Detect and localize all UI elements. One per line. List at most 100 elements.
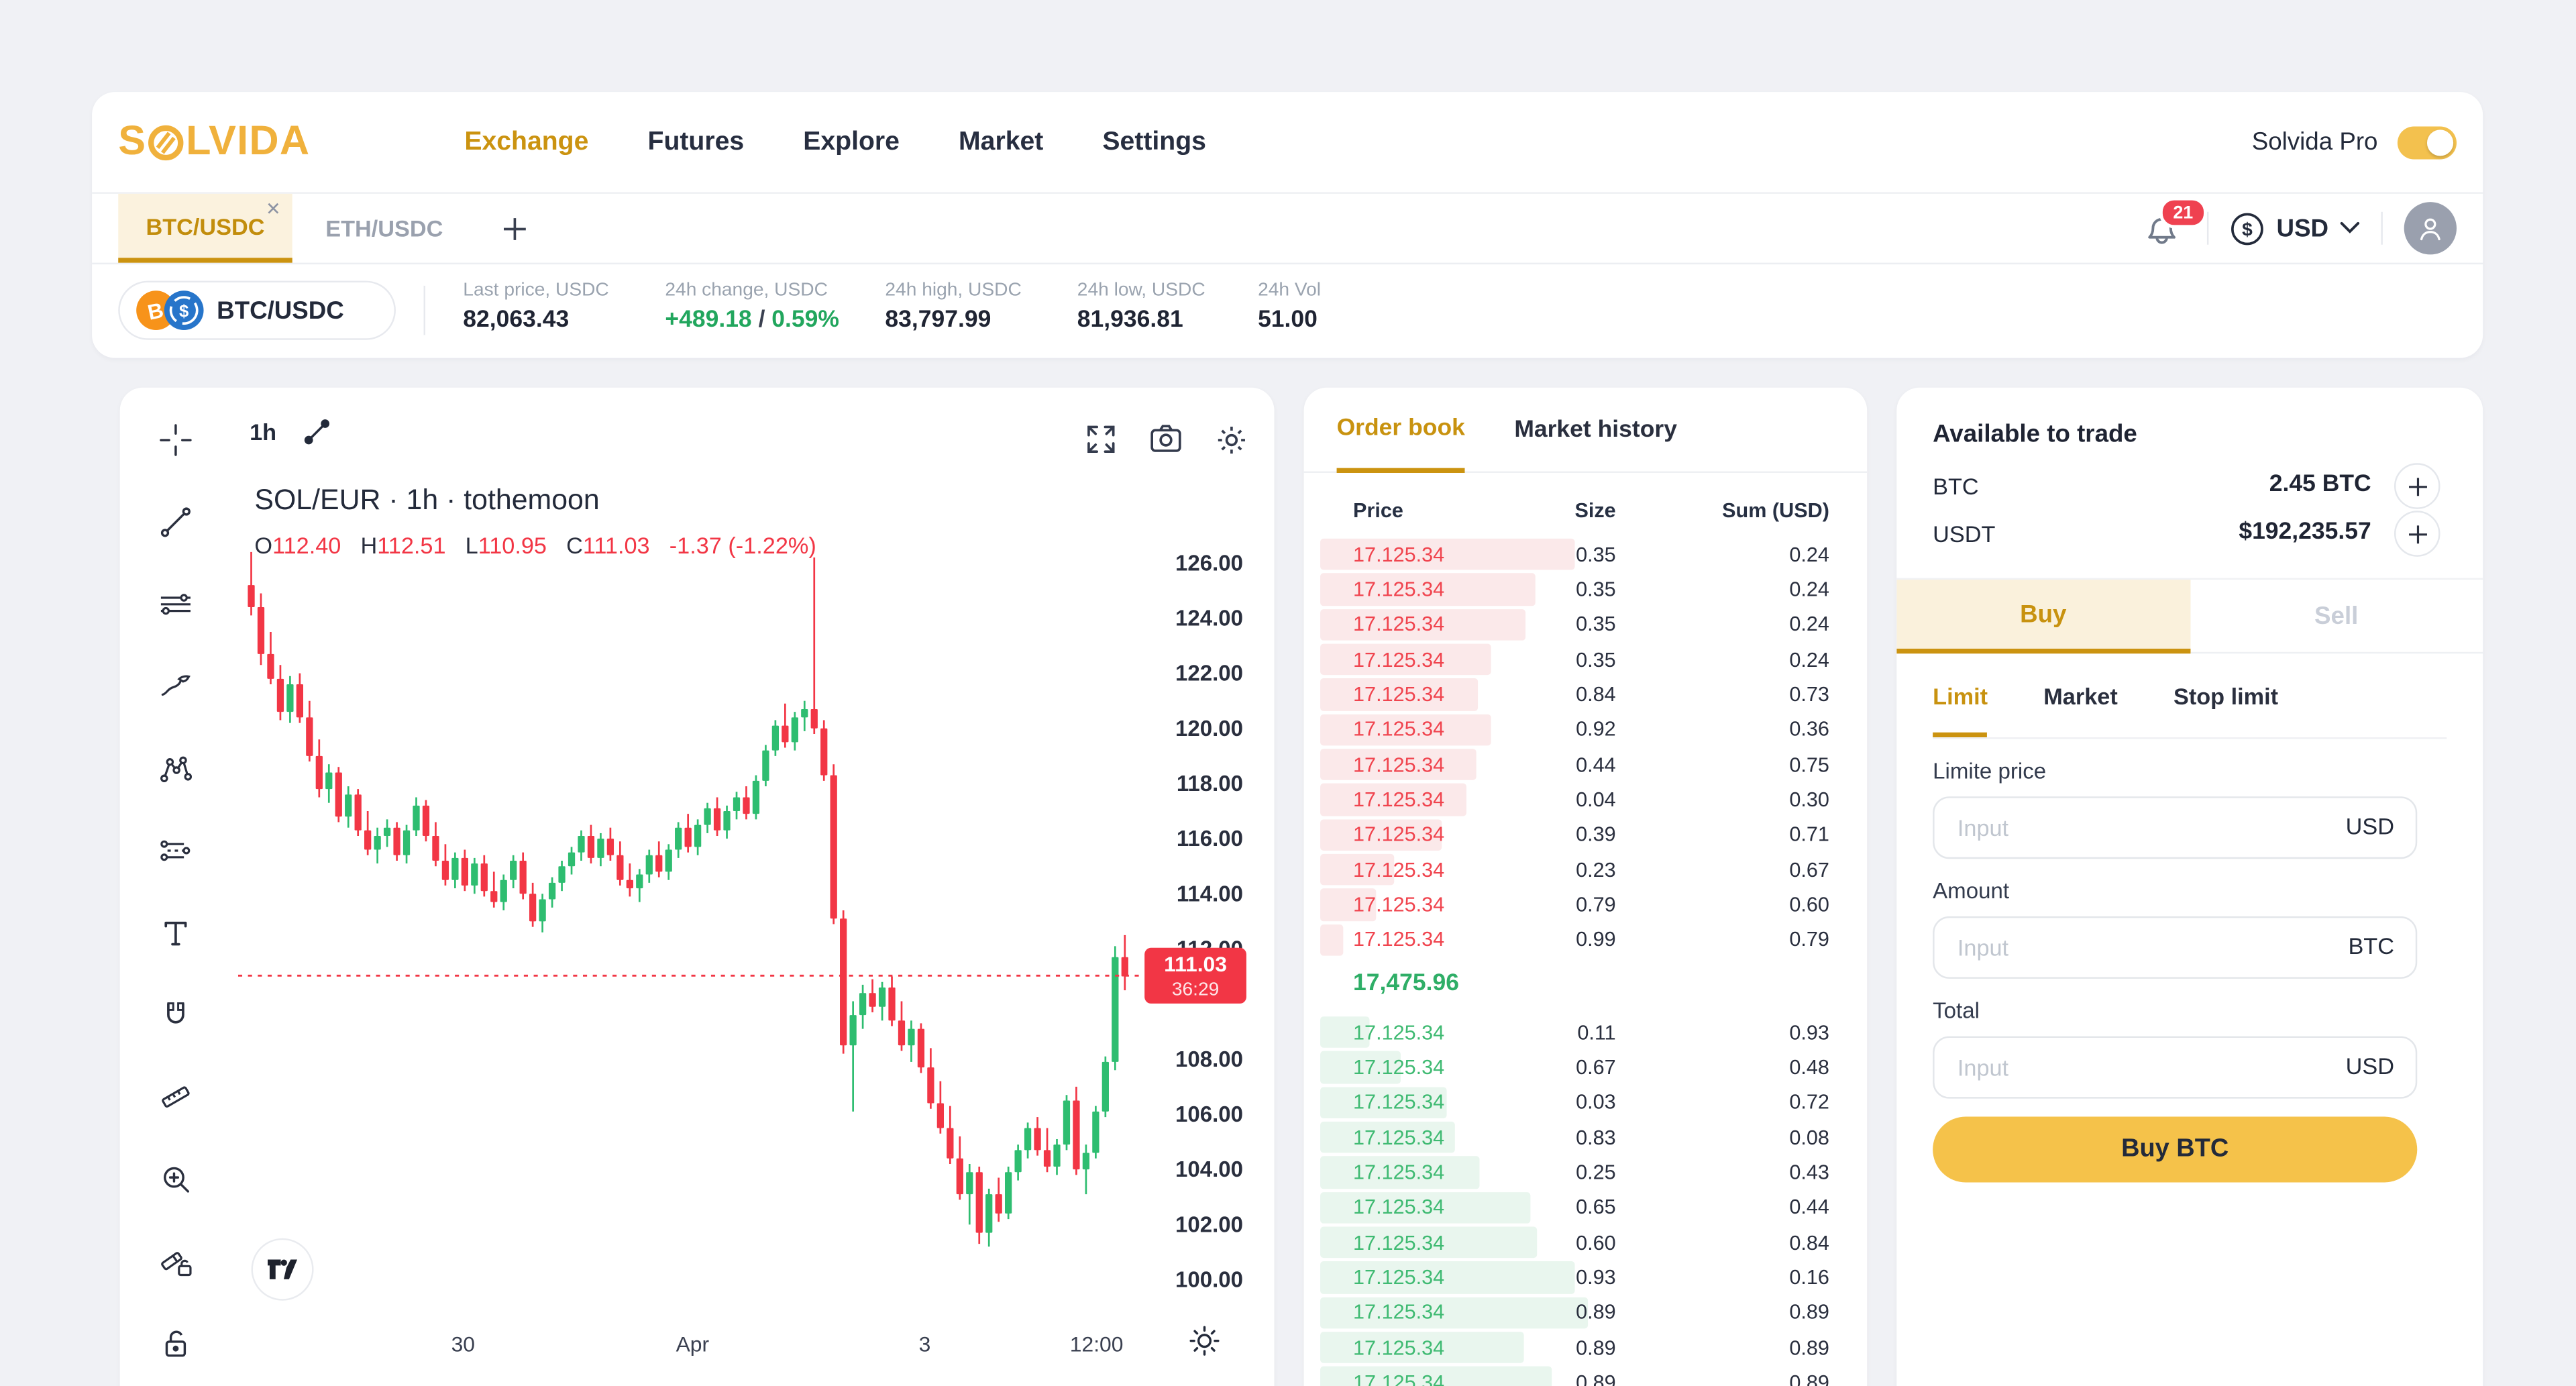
pro-mode-toggle[interactable] [2397,125,2457,159]
svg-text:118.00: 118.00 [1177,771,1243,796]
orderbook-ask-row[interactable]: 17.125.34 0.39 0.71 [1320,817,1845,852]
orderbook-ask-row[interactable]: 17.125.34 0.92 0.36 [1320,712,1845,747]
nav-item-market[interactable]: Market [959,127,1044,156]
depth-bar [1320,749,1477,781]
tab-order-book[interactable]: Order book [1336,389,1465,473]
person-icon [2420,218,2440,241]
zoom-in-tool-icon[interactable] [156,1159,196,1199]
depth-bar [1320,784,1466,816]
fullscreen-icon[interactable] [1085,424,1117,457]
brand-logo[interactable]: S LVIDA [118,118,310,166]
orderbook-ask-row[interactable]: 17.125.34 0.35 0.24 [1320,642,1845,677]
nav-item-explore[interactable]: Explore [803,127,900,156]
orderbook-bid-row[interactable]: 17.125.34 0.03 0.72 [1320,1085,1845,1120]
tradingview-logo[interactable] [251,1238,314,1301]
eraser-lock-tool-icon[interactable] [156,1242,196,1281]
buy-btc-button[interactable]: Buy BTC [1933,1116,2418,1183]
pair-pill[interactable]: B $ BTC/USDC [118,280,396,340]
user-avatar[interactable] [2404,202,2457,255]
pair-tab-label: ETH/USDC [325,215,443,242]
orderbook-bid-row[interactable]: 17.125.34 0.67 0.48 [1320,1050,1845,1085]
svg-text:100.00: 100.00 [1175,1268,1243,1293]
ob-price: 17.125.34 [1353,578,1445,601]
divider [1933,737,2447,739]
svg-text:114.00: 114.00 [1177,882,1243,906]
tab-sell[interactable]: Sell [2190,580,2483,654]
orderbook-bid-row[interactable]: 17.125.34 0.89 0.89 [1320,1295,1845,1330]
orderbook-bid-row[interactable]: 17.125.34 0.89 0.89 [1320,1365,1845,1386]
plus-icon [502,217,525,239]
ruler-tool-icon[interactable] [156,1077,196,1117]
ob-size: 0.89 [1576,1336,1616,1360]
orderbook-ask-row[interactable]: 17.125.34 0.35 0.24 [1320,607,1845,642]
ob-price: 17.125.34 [1353,1371,1445,1386]
tab-buy[interactable]: Buy [1896,580,2190,654]
depth-bar [1320,924,1344,956]
orderbook-ask-row[interactable]: 17.125.34 0.44 0.75 [1320,747,1845,782]
orderbook-ask-row[interactable]: 17.125.34 0.35 0.24 [1320,572,1845,607]
add-pair-tab-button[interactable] [476,194,552,263]
long-position-tool-icon[interactable] [156,831,196,871]
orderbook-ask-row[interactable]: 17.125.34 0.23 0.67 [1320,853,1845,888]
theme-sun-icon[interactable] [1187,1324,1222,1358]
mid-price[interactable]: 17,475.96 [1353,970,1459,997]
pair-tab-btc-usdc[interactable]: BTC/USDC ✕ [118,193,292,263]
gear-icon[interactable] [1215,424,1248,457]
ob-sum: 0.84 [1789,1231,1829,1255]
nav-item-futures[interactable]: Futures [647,127,745,156]
camera-icon[interactable] [1150,424,1183,457]
ob-sum: 0.24 [1789,578,1829,601]
orderbook-bid-row[interactable]: 17.125.34 0.25 0.43 [1320,1155,1845,1190]
tab-limit[interactable]: Limit [1933,683,1988,738]
svg-text:$: $ [2243,218,2253,239]
time-axis-label: 3 [918,1332,931,1356]
deposit-usdt-button[interactable] [2394,511,2440,557]
orderbook-ask-row[interactable]: 17.125.34 0.99 0.79 [1320,922,1845,957]
usdc-coin-icon: $ [164,290,204,331]
timeframe-button[interactable]: 1h [250,419,277,445]
tab-market[interactable]: Market [2043,683,2118,710]
nav-item-settings[interactable]: Settings [1102,127,1206,156]
tab-stop-limit[interactable]: Stop limit [2173,683,2279,710]
candlestick-chart[interactable]: 126.00 124.00 122.00 120.00 118.00 116.00 114.… [237,519,1256,1365]
orderbook-ask-row[interactable]: 17.125.34 0.79 0.60 [1320,888,1845,922]
total-label: Total [1933,998,1980,1024]
orderbook-ask-row[interactable]: 17.125.34 0.84 0.73 [1320,677,1845,712]
orderbook-bid-row[interactable]: 17.125.34 0.60 0.84 [1320,1225,1845,1260]
limit-price-input[interactable] [1933,796,2418,859]
pair-tab-eth-usdc[interactable]: ETH/USDC [292,194,476,263]
trendline-tool-icon[interactable] [156,502,196,542]
ob-price: 17.125.34 [1353,718,1445,741]
amount-input[interactable] [1933,916,2418,979]
orderbook-bid-row[interactable]: 17.125.34 0.83 0.08 [1320,1120,1845,1155]
depth-bar [1320,608,1526,641]
brush-tool-icon[interactable] [156,667,196,706]
lock-tool-icon[interactable] [156,1324,196,1363]
ob-price: 17.125.34 [1353,683,1445,706]
orderbook-ask-row[interactable]: 17.125.34 0.35 0.24 [1320,537,1845,572]
deposit-btc-button[interactable] [2394,463,2440,509]
currency-selector[interactable]: $ USD [2231,211,2360,246]
orderbook-bid-row[interactable]: 17.125.34 0.89 0.89 [1320,1330,1845,1365]
ob-size: 0.11 [1577,1020,1616,1045]
notifications-button[interactable]: 21 [2143,197,2206,250]
orderbook-bid-row[interactable]: 17.125.34 0.65 0.44 [1320,1190,1845,1225]
ticker-bar: B $ BTC/USDC Last price, USDC 82,063.43 … [92,264,2483,356]
crosshair-tool-icon[interactable] [156,421,196,460]
compare-icon[interactable] [303,417,332,447]
orderbook-bid-row[interactable]: 17.125.34 0.93 0.16 [1320,1261,1845,1295]
magnet-tool-icon[interactable] [156,995,196,1034]
nav-item-exchange[interactable]: Exchange [464,127,589,156]
stat-24h-change: 24h change, USDC +489.18 / 0.59% [665,280,839,333]
xabcd-pattern-tool-icon[interactable] [156,749,196,788]
text-tool-icon[interactable] [156,913,196,953]
horizontal-lines-tool-icon[interactable] [156,584,196,624]
close-tab-icon[interactable]: ✕ [266,200,281,221]
ob-size: 0.79 [1576,893,1616,917]
tab-market-history[interactable]: Market history [1514,416,1677,443]
orderbook-ask-row[interactable]: 17.125.34 0.04 0.30 [1320,782,1845,817]
orderbook-bid-row[interactable]: 17.125.34 0.11 0.93 [1320,1015,1845,1050]
ob-price: 17.125.34 [1353,858,1445,882]
total-input[interactable] [1933,1036,2418,1099]
ob-size: 0.35 [1576,612,1616,637]
